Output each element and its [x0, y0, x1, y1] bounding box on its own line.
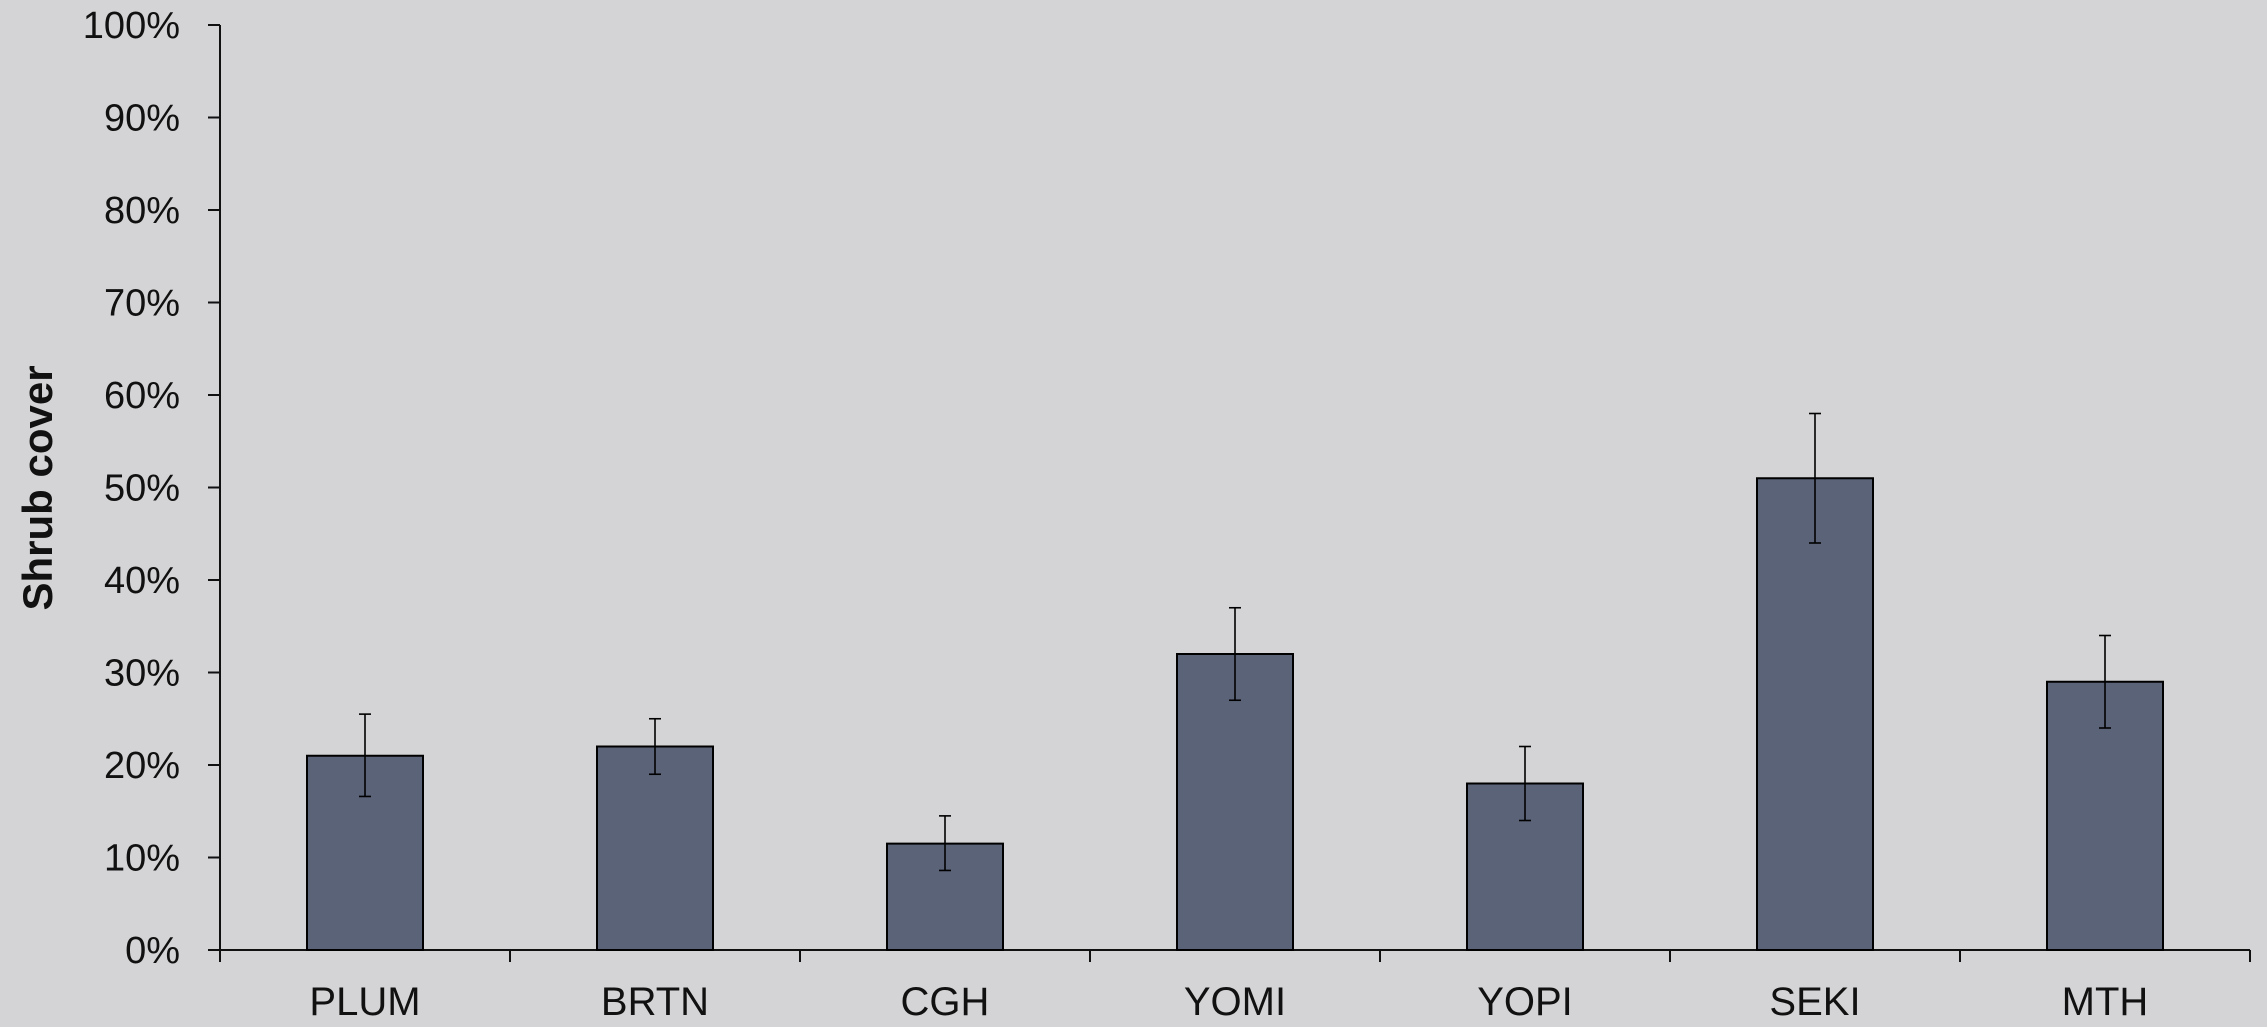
x-tick-label-cgh: CGH [901, 980, 990, 1024]
bars [306, 477, 2164, 951]
error-bar-cgh [939, 815, 951, 872]
y-tick-label: 60% [104, 375, 180, 417]
y-tick-label: 10% [104, 838, 180, 880]
y-tick-label: 70% [104, 283, 180, 325]
y-tick-label: 30% [104, 653, 180, 695]
x-tick-label-mth: MTH [2062, 980, 2149, 1024]
error-bar-brtn [649, 717, 661, 776]
y-tick-label: 100% [83, 5, 180, 47]
error-bar-mth [2099, 634, 2111, 729]
y-tick-label: 40% [104, 560, 180, 602]
error-bar-plum [359, 713, 371, 798]
error-bar-yomi [1229, 606, 1241, 702]
y-tick-label: 20% [104, 745, 180, 787]
y-tick-label: 50% [104, 468, 180, 510]
y-axis-title: Shrub cover [14, 365, 61, 610]
bar-seki [1756, 477, 1874, 951]
error-bar-seki [1809, 412, 1821, 544]
error-bars [359, 412, 2111, 872]
x-tick-label-yopi: YOPI [1477, 980, 1573, 1024]
x-tick-label-seki: SEKI [1769, 980, 1860, 1024]
x-axis [219, 949, 2251, 962]
x-tick-labels: PLUM BRTN CGH YOMI YOPI SEKI MTH [309, 980, 2148, 1024]
error-bar-yopi [1519, 745, 1531, 822]
x-tick-label-brtn: BRTN [601, 980, 709, 1024]
y-axis: 0% 10% 20% 30% 40% 50% 60% 70% 80% 90% 100% [83, 5, 221, 972]
bar-plum [306, 754, 424, 951]
x-tick-label-yomi: YOMI [1184, 980, 1286, 1024]
y-tick-label: 0% [125, 930, 180, 972]
y-tick-label: 80% [104, 190, 180, 232]
x-tick-label-plum: PLUM [309, 980, 420, 1024]
y-tick-label: 90% [104, 98, 180, 140]
bar-brtn [596, 745, 714, 951]
